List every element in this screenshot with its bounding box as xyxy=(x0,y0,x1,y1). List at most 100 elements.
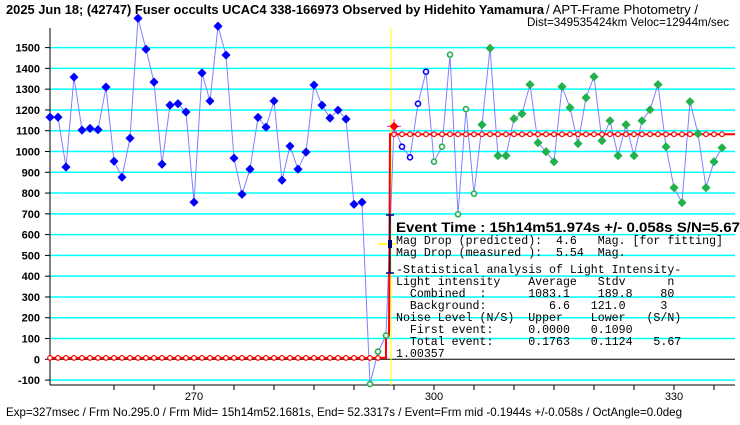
data-point xyxy=(557,82,567,92)
data-point xyxy=(77,125,87,135)
model-point xyxy=(463,131,469,138)
data-point xyxy=(430,158,438,165)
model-point xyxy=(87,355,93,361)
data-point xyxy=(517,109,527,119)
y-tick-label: 900 xyxy=(22,167,40,179)
data-point xyxy=(446,51,454,58)
model-point xyxy=(295,355,301,361)
model-point xyxy=(79,355,85,361)
data-point xyxy=(701,183,711,193)
data-point xyxy=(237,189,247,199)
model-point xyxy=(487,131,493,138)
model-point xyxy=(679,131,685,138)
y-tick-label: 400 xyxy=(22,271,40,283)
model-point xyxy=(479,131,485,138)
model-point xyxy=(207,355,213,361)
data-point xyxy=(422,68,430,76)
data-point xyxy=(93,125,103,135)
model-point xyxy=(639,131,645,138)
model-point xyxy=(663,131,669,138)
model-point xyxy=(631,131,637,138)
data-point xyxy=(133,13,143,23)
model-point xyxy=(599,131,605,138)
model-point xyxy=(183,355,189,361)
model-point xyxy=(135,355,141,361)
data-point xyxy=(509,114,519,124)
model-point xyxy=(159,355,165,361)
model-points xyxy=(47,131,725,361)
model-point xyxy=(215,355,221,361)
event-error-bar xyxy=(378,214,396,274)
data-point xyxy=(301,147,311,157)
gridlines xyxy=(45,46,735,381)
model-point xyxy=(719,131,725,138)
model-point xyxy=(327,355,333,361)
model-point xyxy=(239,355,245,361)
model-point xyxy=(287,355,293,361)
model-point xyxy=(279,355,285,361)
data-point xyxy=(366,380,374,388)
model-point xyxy=(335,355,341,361)
data-point xyxy=(374,348,382,355)
data-point xyxy=(157,159,167,169)
model-point xyxy=(311,355,317,361)
data-point xyxy=(406,154,414,161)
model-point xyxy=(111,355,117,361)
model-point xyxy=(519,131,525,138)
data-point xyxy=(565,103,575,113)
model-point xyxy=(55,355,61,361)
y-tick-label: 0 xyxy=(34,354,40,366)
data-point xyxy=(414,100,422,108)
model-point xyxy=(143,355,149,361)
data-point xyxy=(317,100,327,110)
y-tick-label: -100 xyxy=(18,375,40,387)
model-point xyxy=(687,131,693,138)
data-point xyxy=(205,96,215,106)
data-point xyxy=(541,147,551,157)
x-axis: 270 300 330 xyxy=(113,385,715,403)
data-point xyxy=(501,151,511,161)
data-point xyxy=(533,138,543,148)
chart-title: 2025 Jun 18; (42747) Fuser occults UCAC4… xyxy=(6,3,545,17)
y-tick-label: 600 xyxy=(22,230,40,242)
model-point xyxy=(439,131,445,138)
model-point xyxy=(607,131,613,138)
y-tick-label: 1000 xyxy=(16,147,40,159)
model-point xyxy=(527,131,533,138)
model-point xyxy=(63,355,69,361)
data-point xyxy=(685,97,695,107)
stats-heading: -Statistical analysis of Light Intensity… xyxy=(396,264,681,277)
data-point xyxy=(597,136,607,146)
y-tick-label: 700 xyxy=(22,209,40,221)
model-point xyxy=(471,131,477,138)
model-point xyxy=(199,355,205,361)
model-point xyxy=(375,355,381,361)
data-point xyxy=(398,143,406,151)
model-point xyxy=(175,355,181,361)
data-point xyxy=(525,80,535,89)
data-point xyxy=(53,112,63,122)
model-point xyxy=(447,131,453,138)
data-point xyxy=(61,162,71,172)
noise-first-event-row: First event: 0.0000 0.1090 xyxy=(396,324,633,337)
model-point xyxy=(703,131,709,138)
model-point xyxy=(503,131,509,138)
chart-title-suffix: / APT-Frame Photometry / xyxy=(546,3,699,17)
model-point xyxy=(655,131,661,138)
model-point xyxy=(543,131,549,138)
data-point xyxy=(341,114,351,124)
data-point xyxy=(69,72,79,82)
data-points xyxy=(45,13,727,388)
data-point xyxy=(293,164,303,174)
mag-drop-measured: Mag Drop (measured ): 5.54 Mag. xyxy=(396,247,626,260)
data-point xyxy=(141,44,151,54)
model-point xyxy=(559,131,565,138)
data-point xyxy=(197,68,207,78)
data-point xyxy=(382,332,390,339)
data-point xyxy=(125,133,135,143)
footer-info: Exp=327msec / Frm No.295.0 / Frm Mid= 15… xyxy=(6,405,682,419)
data-point xyxy=(261,122,271,132)
model-point xyxy=(511,131,517,138)
model-point xyxy=(71,355,77,361)
data-point xyxy=(165,100,175,110)
